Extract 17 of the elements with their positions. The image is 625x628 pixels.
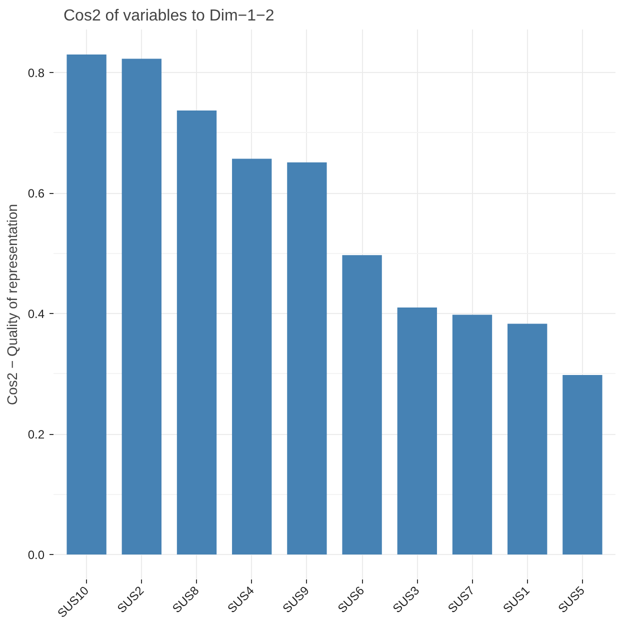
bar [176, 110, 217, 554]
bar [452, 314, 492, 554]
y-axis-title: Cos2 − Quality of representation [4, 204, 20, 406]
y-tick-label: 0.2 [28, 428, 45, 442]
y-tick-label: 0.6 [28, 186, 45, 201]
bar [397, 308, 437, 554]
y-tick-label: 0.8 [28, 66, 45, 80]
bar [287, 162, 327, 554]
y-tick-label: 0.4 [28, 307, 45, 322]
bar [66, 54, 106, 554]
bar [232, 158, 272, 554]
bar [122, 58, 162, 554]
bar [508, 324, 548, 554]
bar [562, 374, 602, 554]
bar [342, 255, 382, 554]
chart-title: Cos2 of variables to Dim−1−2 [64, 8, 274, 24]
y-tick-label: 0.0 [28, 548, 45, 562]
